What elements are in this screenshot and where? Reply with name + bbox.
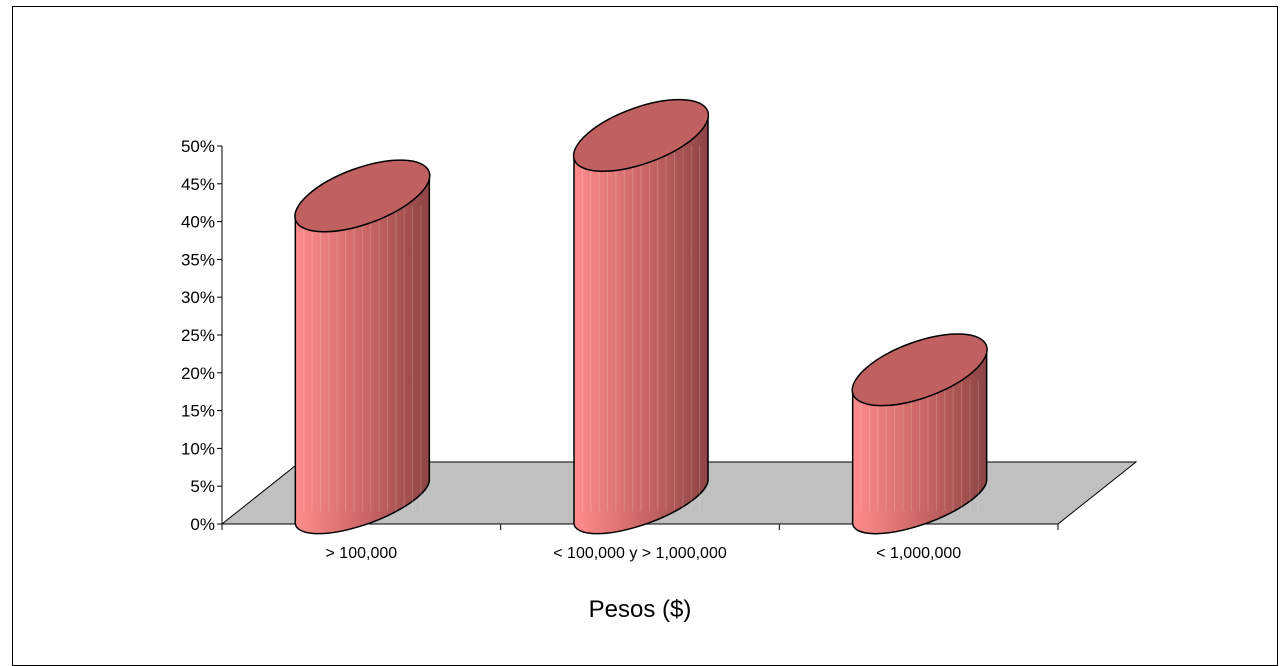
y-tick-label: 35% bbox=[181, 250, 215, 269]
y-tick-label: 0% bbox=[190, 515, 215, 534]
y-tick-label: 50% bbox=[181, 137, 215, 156]
y-tick-label: 30% bbox=[181, 288, 215, 307]
y-tick-label: 20% bbox=[181, 364, 215, 383]
y-tick-label: 40% bbox=[181, 213, 215, 232]
y-tick-label: 25% bbox=[181, 326, 215, 345]
bar-cylinder bbox=[294, 159, 431, 535]
bar-cylinder bbox=[572, 98, 710, 535]
bar-top bbox=[572, 98, 710, 173]
y-tick-label: 15% bbox=[181, 402, 215, 421]
bar-top bbox=[851, 333, 988, 407]
y-tick-label: 45% bbox=[181, 175, 215, 194]
bar-top bbox=[294, 159, 431, 233]
x-tick-label: < 1,000,000 bbox=[876, 545, 961, 562]
bar-cylinder bbox=[851, 333, 988, 535]
y-tick-label: 5% bbox=[190, 477, 215, 496]
x-axis-label: Pesos ($) bbox=[589, 596, 692, 623]
y-tick-label: 10% bbox=[181, 439, 215, 458]
x-tick-label: < 100,000 y > 1,000,000 bbox=[553, 545, 727, 562]
x-tick-label: > 100,000 bbox=[326, 545, 398, 562]
